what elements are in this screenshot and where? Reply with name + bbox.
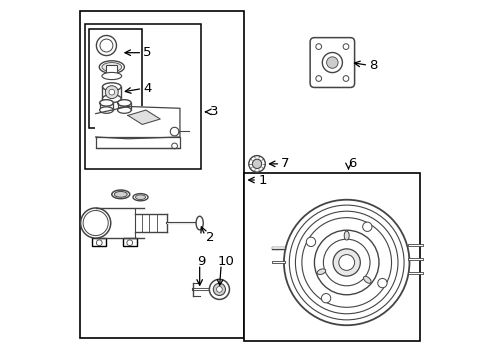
Polygon shape — [96, 107, 180, 139]
Bar — [100, 103, 113, 110]
FancyBboxPatch shape — [309, 38, 354, 87]
Circle shape — [295, 211, 397, 314]
Bar — [117, 103, 131, 110]
Ellipse shape — [99, 61, 124, 73]
Circle shape — [170, 127, 179, 136]
Circle shape — [321, 293, 330, 303]
Polygon shape — [96, 137, 180, 148]
Text: 10: 10 — [217, 255, 234, 268]
Ellipse shape — [135, 195, 145, 199]
Circle shape — [85, 213, 105, 233]
Text: 2: 2 — [205, 231, 214, 244]
Circle shape — [326, 57, 337, 68]
Circle shape — [83, 211, 108, 235]
Ellipse shape — [363, 276, 370, 283]
Bar — [88, 30, 142, 128]
Ellipse shape — [117, 107, 131, 113]
Ellipse shape — [317, 269, 325, 274]
Circle shape — [338, 255, 354, 270]
Bar — [135, 214, 167, 232]
Circle shape — [315, 76, 321, 81]
Bar — [92, 238, 106, 246]
Circle shape — [315, 44, 321, 49]
Circle shape — [252, 159, 261, 168]
Circle shape — [171, 143, 177, 149]
Circle shape — [96, 240, 102, 246]
Text: 8: 8 — [368, 59, 377, 72]
Circle shape — [362, 222, 371, 231]
Circle shape — [343, 44, 348, 49]
Circle shape — [96, 36, 116, 55]
Circle shape — [213, 283, 225, 296]
Text: 3: 3 — [209, 105, 218, 118]
Ellipse shape — [100, 107, 113, 113]
Bar — [122, 238, 137, 246]
Text: 7: 7 — [281, 157, 289, 170]
Circle shape — [314, 230, 378, 295]
Ellipse shape — [112, 190, 129, 199]
Ellipse shape — [117, 100, 131, 106]
Ellipse shape — [102, 72, 122, 80]
Circle shape — [216, 287, 222, 292]
Circle shape — [332, 249, 360, 276]
Circle shape — [100, 39, 113, 52]
Circle shape — [209, 279, 229, 300]
Circle shape — [289, 205, 403, 320]
Text: 1: 1 — [258, 174, 266, 186]
Circle shape — [81, 208, 110, 238]
Circle shape — [126, 240, 132, 246]
Bar — [85, 24, 201, 169]
Circle shape — [91, 219, 100, 227]
Bar — [80, 12, 244, 338]
Circle shape — [248, 156, 265, 172]
Bar — [96, 208, 144, 238]
Ellipse shape — [344, 231, 348, 240]
Ellipse shape — [196, 216, 203, 230]
Ellipse shape — [114, 192, 127, 197]
Ellipse shape — [102, 63, 122, 72]
Ellipse shape — [133, 194, 148, 201]
Ellipse shape — [100, 100, 113, 106]
Bar — [244, 173, 419, 341]
Circle shape — [377, 278, 386, 288]
Text: 5: 5 — [143, 46, 152, 59]
Text: 6: 6 — [348, 157, 356, 170]
Text: 9: 9 — [197, 255, 205, 268]
Circle shape — [323, 239, 369, 286]
Circle shape — [105, 86, 118, 99]
Text: 4: 4 — [142, 82, 151, 95]
Ellipse shape — [102, 95, 121, 103]
Bar — [106, 65, 117, 76]
Circle shape — [322, 53, 342, 73]
Polygon shape — [128, 110, 160, 125]
Bar — [102, 87, 121, 99]
Circle shape — [343, 76, 348, 81]
Circle shape — [109, 89, 115, 95]
Circle shape — [301, 218, 391, 307]
Ellipse shape — [102, 83, 121, 91]
Circle shape — [305, 237, 315, 247]
Circle shape — [284, 200, 408, 325]
